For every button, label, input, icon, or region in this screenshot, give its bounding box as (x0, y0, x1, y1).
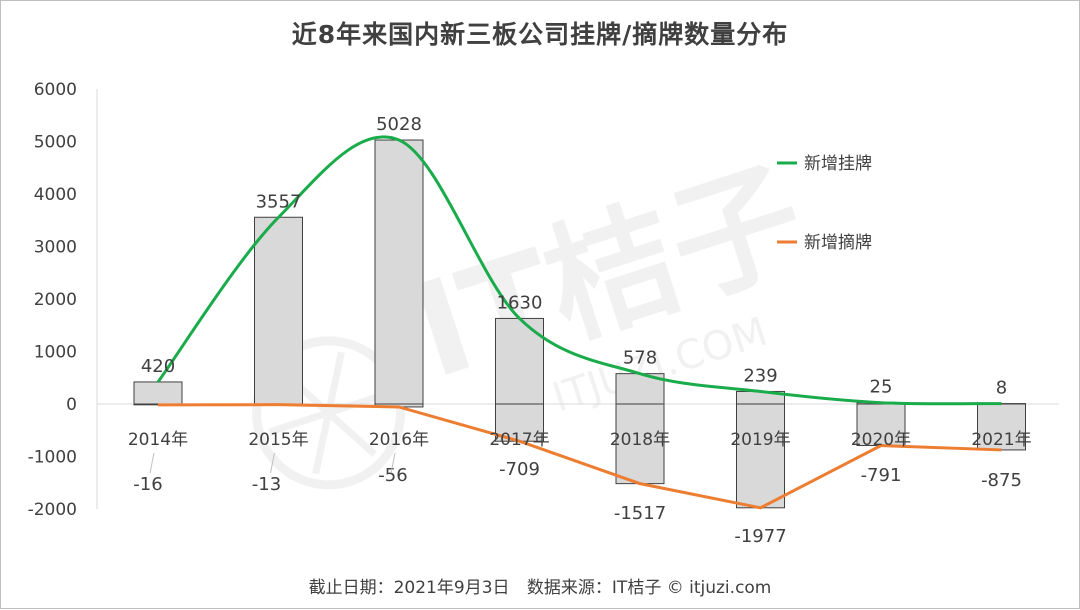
watermark-logo-segment (268, 409, 330, 436)
y-tick-label: -2000 (28, 500, 77, 520)
y-tick-label: 5000 (34, 133, 77, 153)
series-lines (156, 135, 1002, 510)
bars (133, 139, 1026, 509)
x-tick-label: 2018年 (610, 430, 670, 450)
label-leader-line (390, 452, 396, 474)
data-label-delisting: -1517 (614, 503, 666, 524)
bar-delisting (977, 403, 1026, 451)
footer-cutoff: 截止日期：2021年9月3日 (308, 578, 510, 598)
chart-title: 近8年来国内新三板公司挂牌/摘牌数量分布 (291, 20, 789, 49)
bar-listing (133, 381, 183, 405)
x-tick-label: 2016年 (369, 430, 429, 450)
data-label-listing: 1630 (497, 292, 543, 313)
bar-delisting (736, 403, 785, 509)
data-label-delisting: -709 (499, 459, 540, 480)
footer-source: 数据来源：IT桔子 © itjuzi.com (526, 578, 772, 598)
watermark-logo-segment (325, 351, 345, 414)
data-label-listing: 239 (743, 365, 777, 386)
data-label-delisting: -16 (133, 474, 162, 495)
series-line-listing (156, 135, 1002, 406)
data-labels: 2014年 420 2015年 3557 2016年 5028 2017年 1630 2018年… (128, 114, 1032, 547)
footer: 截止日期：2021年9月3日 数据来源：IT桔子 © itjuzi.com (1, 573, 1079, 598)
data-label-delisting: -875 (981, 470, 1022, 491)
y-tick-label: 0 (66, 395, 77, 415)
label-leader-line (149, 452, 155, 474)
bar-listing (254, 216, 303, 405)
data-label-listing: 5028 (376, 114, 422, 135)
data-label-delisting: -56 (378, 465, 407, 486)
data-label-listing: 8 (996, 378, 1007, 399)
watermark-logo-segment (312, 412, 332, 475)
y-tick-label: 3000 (34, 238, 77, 258)
x-tick-label: 2014年 (128, 430, 188, 450)
y-tick-label: 2000 (34, 290, 77, 310)
data-label-delisting: -791 (861, 465, 902, 486)
legend-label: 新增摘牌 (804, 233, 872, 253)
bar-listing (374, 139, 424, 405)
x-tick-label: 2021年 (971, 430, 1031, 450)
x-tick-label: 2017年 (489, 430, 549, 450)
x-tick-label: 2019年 (730, 430, 790, 450)
data-label-listing: 578 (623, 348, 657, 369)
bar-delisting (615, 403, 665, 485)
data-label-listing: 25 (870, 377, 893, 398)
x-tick-label: 2020年 (851, 430, 911, 450)
label-leader-line (270, 452, 275, 474)
x-tick-label: 2015年 (248, 430, 308, 450)
data-label-listing: 3557 (256, 191, 302, 212)
legend-label: 新增挂牌 (804, 154, 872, 174)
y-tick-label: -1000 (28, 448, 77, 468)
data-label-delisting: -13 (252, 474, 281, 495)
series-line-delisting (157, 403, 1002, 510)
y-tick-label: 4000 (34, 185, 77, 205)
watermark-logo-segment (326, 410, 377, 457)
y-tick-label: 6000 (34, 80, 77, 100)
data-label-listing: 420 (141, 356, 175, 377)
y-tick-label: 1000 (34, 343, 77, 363)
bar-delisting (495, 403, 544, 442)
data-label-delisting: -1977 (734, 526, 786, 547)
